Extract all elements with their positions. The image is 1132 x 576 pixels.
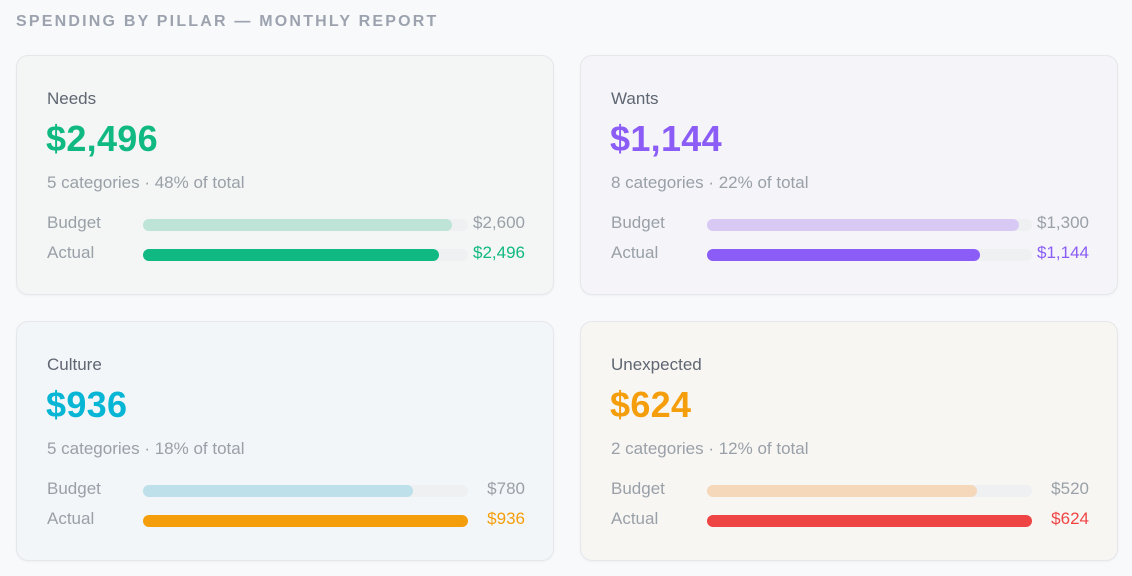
actual-bar-fill — [707, 249, 980, 261]
budget-value: $780 — [487, 479, 525, 498]
pillar-amount: $624 — [610, 384, 692, 425]
pillar-meta: 8 categories · 22% of total — [611, 173, 809, 192]
actual-bar-fill — [707, 515, 1032, 527]
budget-bar-track — [707, 219, 1032, 231]
budget-value: $520 — [1051, 479, 1089, 498]
pillar-card-needs: Needs $2,496 5 categories · 48% of total… — [16, 55, 554, 295]
budget-row: Budget $520 — [611, 479, 1089, 501]
budget-value: $1,300 — [1037, 213, 1089, 232]
pillar-meta: 5 categories · 48% of total — [47, 173, 245, 192]
budget-bar-track — [143, 485, 468, 497]
actual-value: $1,144 — [1037, 243, 1089, 262]
budget-label: Budget — [47, 479, 101, 498]
actual-bar-fill — [143, 249, 439, 261]
budget-label: Budget — [47, 213, 101, 232]
pillar-meta: 5 categories · 18% of total — [47, 439, 245, 458]
actual-label: Actual — [47, 509, 95, 528]
actual-bar-track — [143, 515, 468, 527]
budget-bar-fill — [707, 485, 977, 497]
actual-row: Actual $1,144 — [611, 243, 1089, 265]
actual-label: Actual — [611, 509, 659, 528]
budget-row: Budget $1,300 — [611, 213, 1089, 235]
actual-bar-track — [143, 249, 468, 261]
pillar-name: Needs — [47, 89, 97, 108]
actual-row: Actual $936 — [47, 509, 525, 531]
pillar-amount: $1,144 — [610, 118, 722, 159]
budget-row: Budget $780 — [47, 479, 525, 501]
page-title: SPENDING BY PILLAR — MONTHLY REPORT — [16, 13, 439, 30]
actual-bar-track — [707, 249, 1032, 261]
actual-value: $936 — [487, 509, 525, 528]
pillar-card-culture: Culture $936 5 categories · 18% of total… — [16, 321, 554, 561]
budget-bar-track — [707, 485, 1032, 497]
budget-label: Budget — [611, 213, 665, 232]
pillar-card-unexpected: Unexpected $624 2 categories · 12% of to… — [580, 321, 1118, 561]
budget-bar-fill — [143, 219, 452, 231]
budget-bar-fill — [707, 219, 1019, 231]
pillar-name: Wants — [611, 89, 659, 108]
budget-label: Budget — [611, 479, 665, 498]
actual-row: Actual $624 — [611, 509, 1089, 531]
actual-label: Actual — [47, 243, 95, 262]
budget-bar-fill — [143, 485, 413, 497]
actual-value: $624 — [1051, 509, 1089, 528]
pillar-amount: $2,496 — [46, 118, 158, 159]
budget-row: Budget $2,600 — [47, 213, 525, 235]
actual-bar-track — [707, 515, 1032, 527]
actual-row: Actual $2,496 — [47, 243, 525, 265]
budget-bar-track — [143, 219, 468, 231]
actual-value: $2,496 — [473, 243, 525, 262]
pillar-amount: $936 — [46, 384, 128, 425]
actual-bar-fill — [143, 515, 468, 527]
pillar-name: Unexpected — [611, 355, 702, 374]
pillar-meta: 2 categories · 12% of total — [611, 439, 809, 458]
budget-value: $2,600 — [473, 213, 525, 232]
pillar-card-wants: Wants $1,144 8 categories · 22% of total… — [580, 55, 1118, 295]
actual-label: Actual — [611, 243, 659, 262]
pillar-name: Culture — [47, 355, 102, 374]
